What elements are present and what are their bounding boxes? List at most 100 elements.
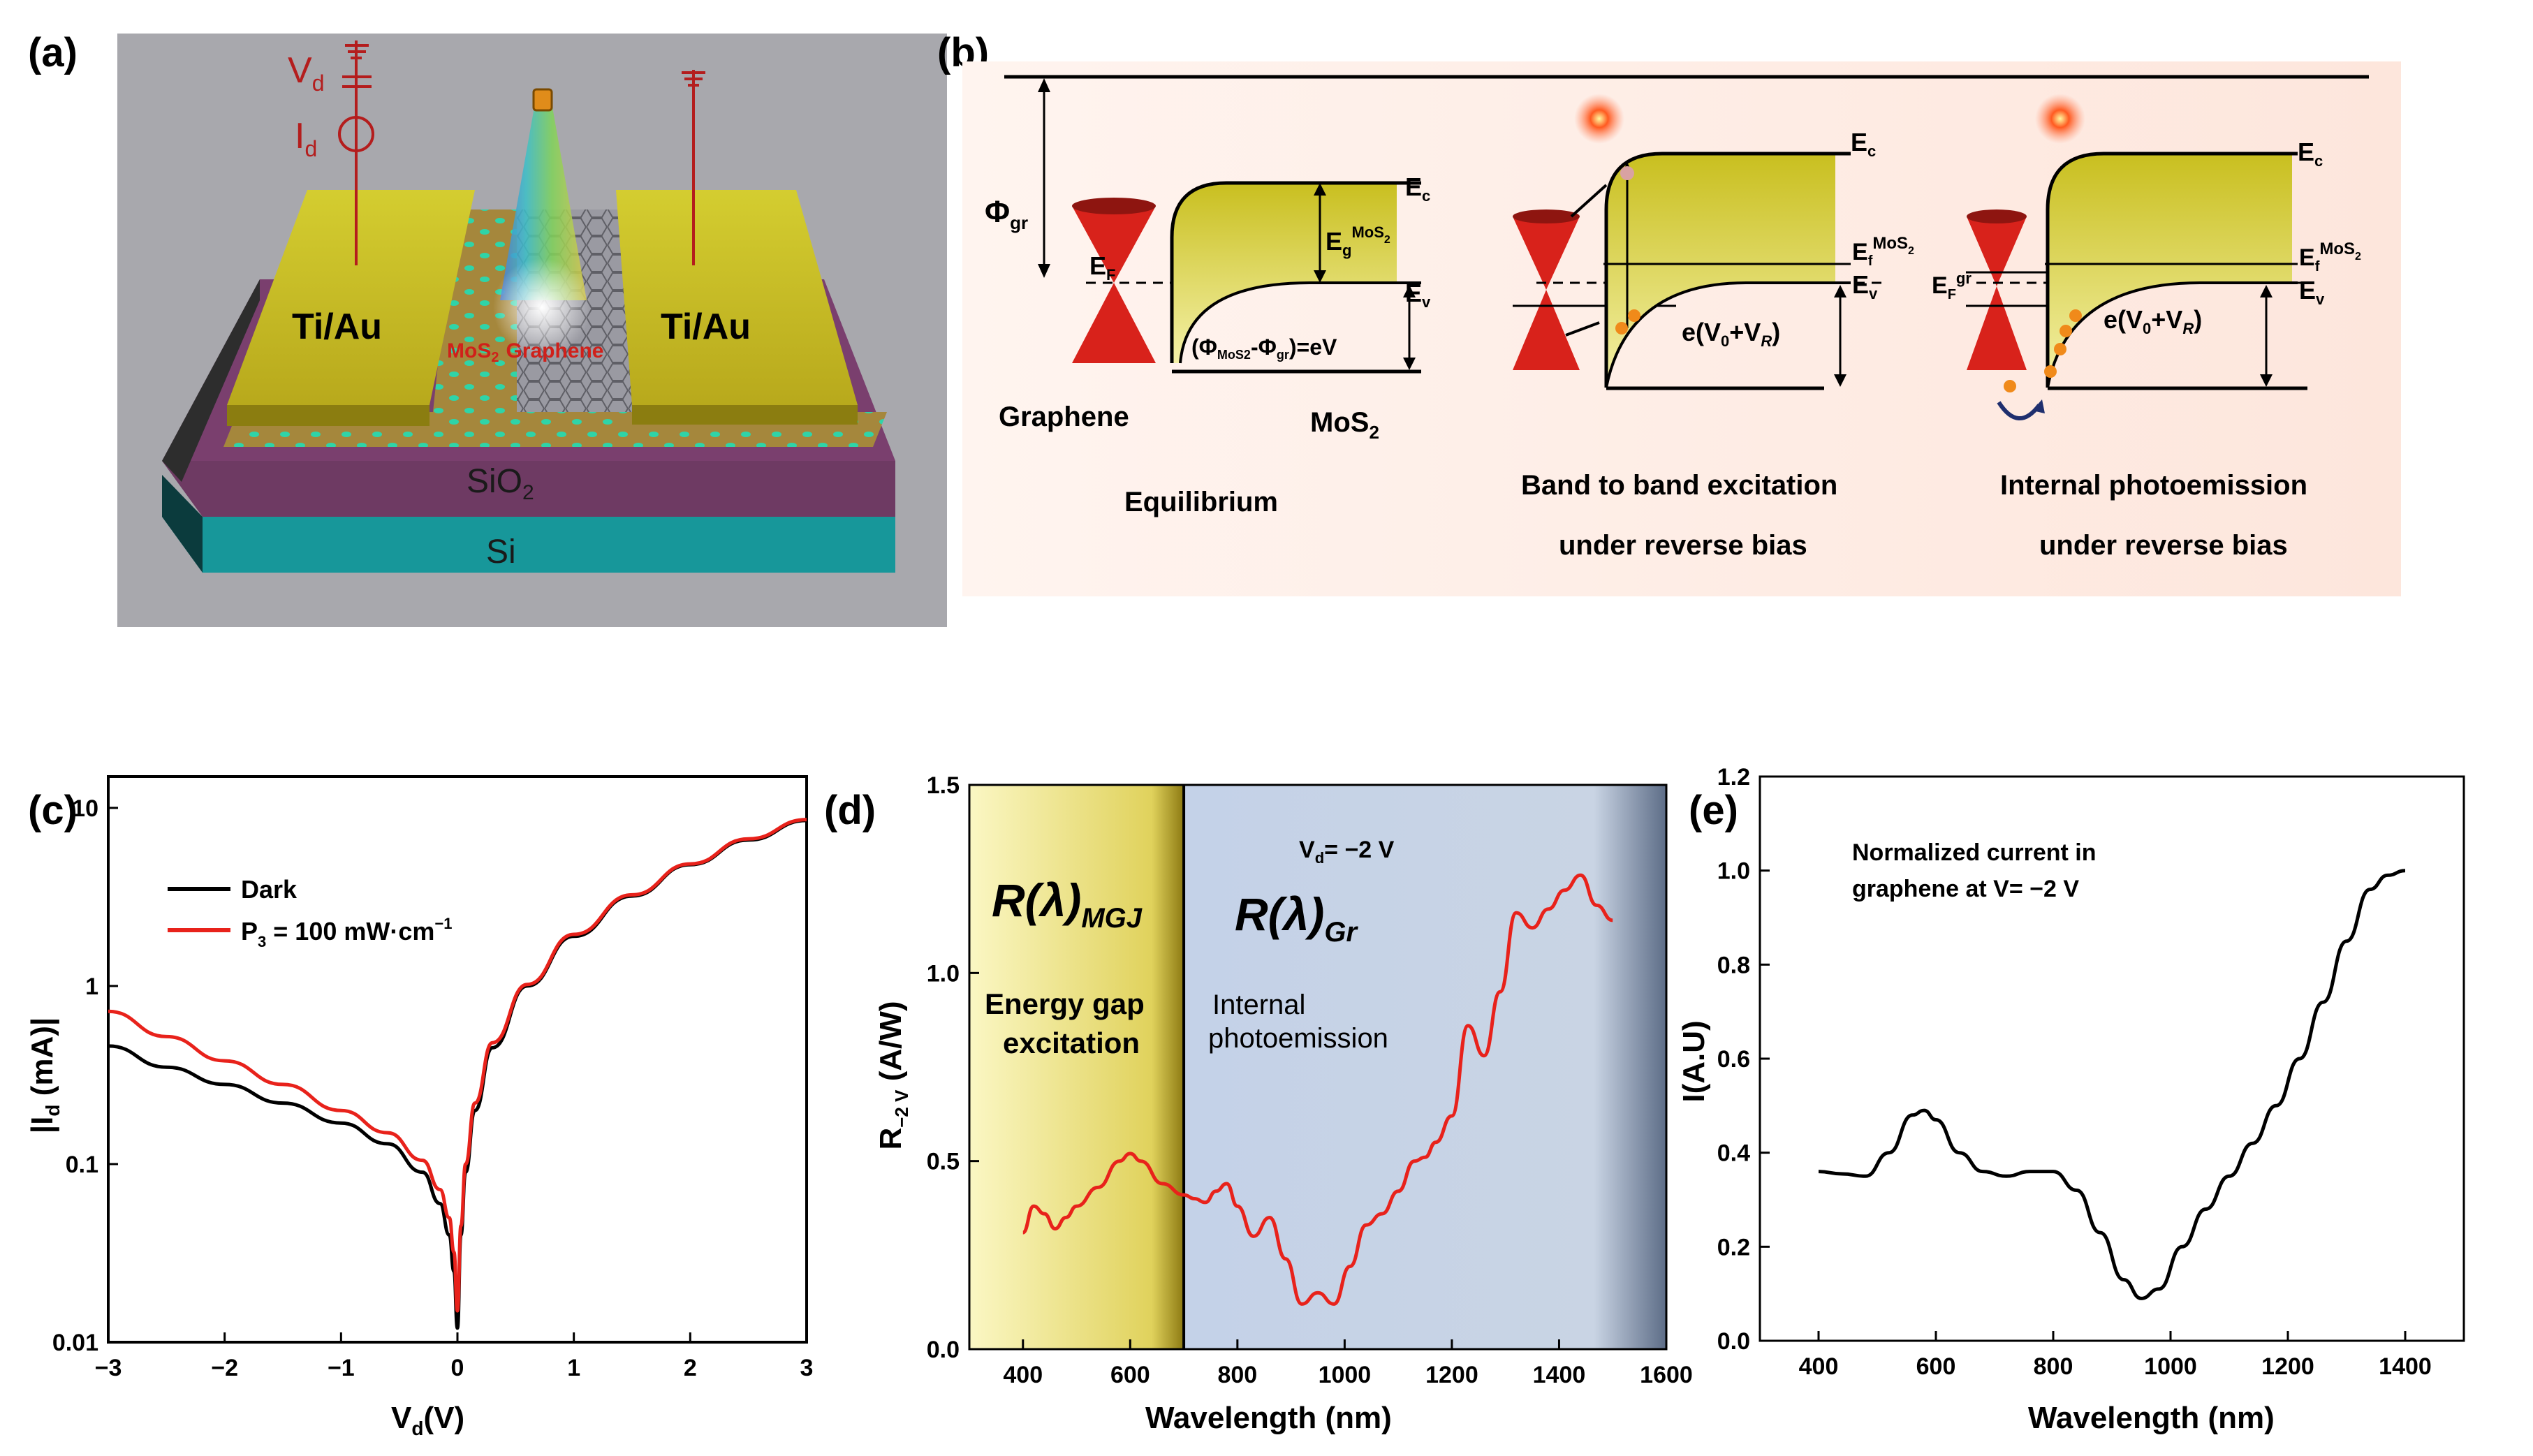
caption-band-to-band-2: under reverse bias: [1559, 530, 1807, 561]
panel-c: (c) −3 −2 −1 0 1 2 3 0.01 0.1 1 10 Dark P3 = 100 m…: [25, 775, 814, 1439]
caption-ipe-2: under reverse bias: [2039, 530, 2288, 561]
panel-a: (a) Vd Id Ti/Au: [28, 30, 947, 627]
svg-text:e(V0+VR): e(V0+VR): [2104, 305, 2202, 337]
region-energy-gap: [969, 785, 1184, 1349]
panel-d-label: (d): [824, 788, 876, 833]
mos2-caption: MoS: [1310, 407, 1369, 438]
chart-d-left1: Energy gap: [985, 987, 1145, 1020]
panel-b: (b) Φgr EF Ec Ev EgMoS2 (ΦMoS2-Φ: [937, 30, 2401, 596]
bias-label: e(V: [1682, 318, 1721, 346]
chart-d-frame: [968, 784, 1668, 1351]
svg-text:Ec: Ec: [1851, 128, 1876, 160]
svg-text:Ec: Ec: [2298, 138, 2323, 170]
chart-e-annotation-1: Normalized current in: [1852, 839, 2097, 866]
equilibrium-diagram: EF Ec Ev EgMoS2 (ΦMoS2-Φgr)=eV Graphene …: [999, 172, 1431, 517]
caption-band-to-band-1: Band to band excitation: [1521, 470, 1837, 501]
panel-c-label: (c): [28, 788, 78, 833]
x-tick-label: 1200: [1425, 1362, 1478, 1388]
chart-e-annotation-2: graphene at V= −2 V: [1852, 876, 2079, 902]
ev-label: E: [1405, 279, 1422, 307]
svg-text:Vd= −2 V: Vd= −2 V: [1299, 837, 1395, 867]
y-tick-label: 1.0: [927, 960, 960, 987]
svg-text:|Id (mA)|: |Id (mA)|: [25, 1017, 64, 1133]
y-tick-label: 1.2: [1717, 764, 1750, 790]
svg-text:(ΦMoS2-Φgr)=eV: (ΦMoS2-Φgr)=eV: [1191, 334, 1337, 362]
svg-text:e(V0+VR): e(V0+VR): [1682, 318, 1780, 350]
internal-photoemission-diagram: Ec EfMoS2 Ev EFgr e(V0+VR) Internal phot…: [1932, 94, 2361, 561]
x-tick-label: 800: [1217, 1362, 1257, 1388]
y-tick-label: 0.6: [1717, 1046, 1750, 1073]
left-contact: [227, 190, 475, 405]
svg-text:R−2 V (A/W): R−2 V (A/W): [874, 1001, 912, 1149]
svg-text:EgMoS2: EgMoS2: [1326, 223, 1390, 259]
y-tick-label: 1.5: [927, 772, 960, 799]
x-tick-label: 1600: [1640, 1362, 1693, 1388]
svg-text:Ev: Ev: [1405, 279, 1431, 311]
graphene-caption: Graphene: [999, 402, 1129, 432]
y-tick-label: 0.4: [1717, 1140, 1750, 1167]
light-source-icon: [532, 88, 553, 112]
x-tick-label: 1000: [1319, 1362, 1372, 1388]
caption-ipe-1: Internal photoemission: [2000, 470, 2307, 501]
legend-dark-label: Dark: [241, 875, 298, 904]
x-tick-label: 3: [800, 1355, 814, 1381]
svg-text:MoS2: MoS2: [1310, 407, 1379, 443]
y-tick-label: 0.5: [927, 1149, 960, 1175]
chart-e-ylabel: I(A.U): [1677, 1020, 1711, 1102]
sio2-layer: [162, 461, 895, 517]
caption-equilibrium: Equilibrium: [1124, 487, 1278, 517]
x-tick-label: 1400: [1533, 1362, 1586, 1388]
left-contact-label: Ti/Au: [292, 307, 382, 347]
chart-c-xlabel: V: [391, 1401, 412, 1435]
x-tick-label: 800: [2034, 1353, 2073, 1380]
y-tick-label: 0.2: [1717, 1234, 1750, 1260]
ec-label: E: [1405, 172, 1422, 201]
mos2-label: MoS: [447, 339, 491, 362]
ef-label: E: [1089, 251, 1106, 280]
panel-e-label: (e): [1689, 788, 1738, 833]
sio2-label: SiO: [467, 463, 522, 500]
right-probe: [682, 70, 705, 265]
region-internal-photoemission: [1184, 785, 1666, 1349]
svg-text:Ec: Ec: [1405, 172, 1430, 205]
series-line-c-1: [108, 818, 807, 1313]
svg-text:Vd: Vd: [288, 50, 324, 96]
y-tick-label: 0.0: [927, 1337, 960, 1363]
svg-text:EF: EF: [1089, 251, 1115, 284]
svg-text:Φgr: Φgr: [985, 195, 1028, 233]
x-tick-label: 400: [1799, 1353, 1839, 1380]
x-tick-label: −2: [211, 1355, 238, 1381]
y-tick-label: 0.8: [1717, 952, 1750, 978]
panel-a-label: (a): [28, 30, 78, 75]
chart-e-xlabel: Wavelength (nm): [2028, 1401, 2275, 1435]
panel-b-background: [962, 61, 2401, 596]
left-probe: [338, 41, 374, 265]
svg-text:Ev: Ev: [2299, 276, 2325, 308]
si-label: Si: [486, 534, 516, 571]
dirac-cone-lower: [1072, 283, 1156, 363]
x-tick-label: 1200: [2261, 1353, 2314, 1380]
chart-d-rmgj: R(λ): [992, 874, 1081, 926]
x-tick-label: 400: [1003, 1362, 1043, 1388]
series-line-d-0: [1022, 873, 1613, 1306]
chart-d-ylabel: R: [874, 1128, 908, 1150]
right-contact-label: Ti/Au: [661, 307, 751, 347]
panel-e: (e) 400 600 800 1000 1200 1400 0.0 0.2 0.4 0.6 0.8…: [1677, 764, 2465, 1435]
panel-d: (d) 400 600 800 1000 1200 1400 1600 0.0 0.5 1.0 1.…: [824, 772, 1693, 1435]
legend-light-label: P: [241, 917, 258, 946]
chart-d-left2: excitation: [1003, 1027, 1140, 1059]
x-tick-label: 600: [1916, 1353, 1956, 1380]
chart-d-xlabel: Wavelength (nm): [1145, 1401, 1392, 1435]
phi-eq-label: (Φ: [1191, 334, 1217, 360]
y-tick-label: 1: [85, 973, 98, 1000]
si-layer: [162, 517, 895, 573]
svg-text:EFgr: EFgr: [1932, 270, 1972, 302]
y-tick-label: 0.1: [66, 1152, 98, 1178]
svg-text:Ev: Ev: [1852, 270, 1878, 302]
light-beam: [500, 103, 587, 300]
vd-label: V: [288, 50, 312, 91]
y-tick-label: 0.0: [1717, 1328, 1750, 1355]
x-tick-label: 1400: [2379, 1353, 2432, 1380]
